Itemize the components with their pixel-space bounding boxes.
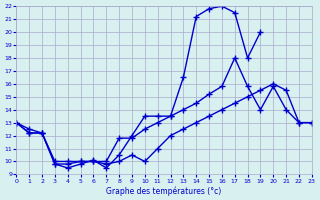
X-axis label: Graphe des températures (°c): Graphe des températures (°c) xyxy=(107,186,222,196)
